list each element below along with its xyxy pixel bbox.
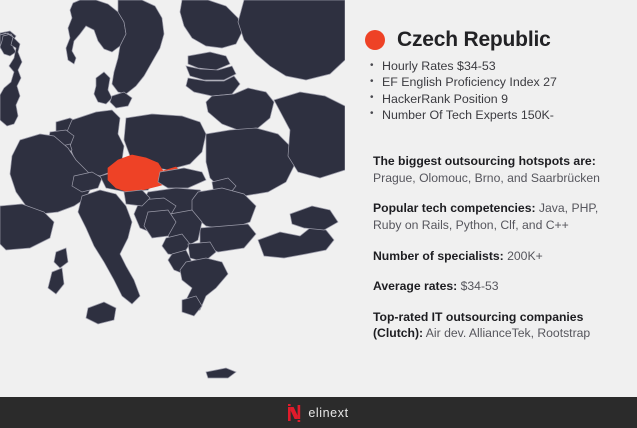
country-shape-russia [237, 0, 345, 81]
elinext-logo[interactable]: elinext [288, 403, 349, 422]
title-row: Czech Republic [365, 28, 551, 52]
country-shape-italy [77, 189, 141, 305]
country-shape-sicily [85, 301, 117, 325]
country-shape-sardinia [47, 267, 65, 295]
detail-number-of-specialists: Number of specialists: 200K+ [373, 248, 621, 265]
detail-value: $34-53 [457, 279, 499, 294]
elinext-logo-text: elinext [308, 405, 349, 420]
country-shape-finland [179, 0, 243, 49]
list-item: HackerRank Position 9 [368, 90, 636, 107]
country-shape-crete [205, 367, 237, 379]
country-shape-denmark [93, 71, 113, 105]
map-landmasses [0, 0, 345, 379]
list-item: Number Of Tech Experts 150K- [368, 106, 636, 123]
country-shape-turkey-east [289, 205, 339, 231]
country-shape-russia-south [273, 91, 345, 179]
detail-value: 200K+ [503, 248, 543, 263]
country-shape-north-macedonia [187, 241, 217, 263]
country-shape-switzerland [71, 171, 103, 193]
detail-average-rates: Average rates: $34-53 [373, 278, 621, 295]
country-shape-estonia [187, 51, 231, 71]
detail-top-rated-companies: Top-rated IT outsourcing companies (Clut… [373, 309, 621, 342]
detail-label: Number of specialists: [373, 248, 504, 263]
country-shape-lithuania [185, 75, 241, 97]
country-shape-france [9, 133, 93, 215]
country-shape-bosnia [143, 209, 177, 239]
country-shape-latvia [185, 65, 237, 81]
detail-value: Air dev. AllianceTek, Rootstrap [423, 326, 591, 341]
detail-label: Average rates: [373, 279, 458, 294]
detail-blocks: The biggest outsourcing hotspots are: Pr… [373, 141, 621, 356]
country-info-panel: Czech Republic Hourly Rates $34-53 EF En… [360, 0, 637, 397]
detail-label: Top-rated IT outsourcing companies (Clut… [373, 309, 584, 341]
europe-map-panel [0, 0, 345, 379]
list-item: EF English Proficiency Index 27 [368, 74, 636, 91]
detail-value: Java, PHP, Ruby on Rails, Python, Clf, a… [373, 201, 599, 232]
elinext-n-mark-icon [288, 403, 301, 422]
page-title: Czech Republic [397, 28, 551, 51]
detail-label: Popular tech competencies: [373, 201, 536, 216]
country-shape-slovakia [157, 167, 207, 189]
country-shape-slovenia [123, 189, 151, 207]
key-facts-list: Hourly Rates $34-53 EF English Proficien… [368, 57, 636, 123]
country-shape-uk [0, 32, 23, 127]
europe-map [0, 0, 345, 379]
country-shape-turkey [257, 227, 335, 259]
country-shape-greece-peloponnese [181, 295, 203, 317]
detail-tech-competencies: Popular tech competencies: Java, PHP, Ru… [373, 200, 621, 233]
country-shape-poland [123, 113, 207, 171]
list-item: Hourly Rates $34-53 [368, 57, 636, 74]
detail-outsourcing-hotspots: The biggest outsourcing hotspots are: Pr… [373, 153, 621, 186]
country-shape-denmark-islands [109, 91, 133, 109]
status-dot-icon [365, 30, 385, 50]
footer-bar: elinext [0, 397, 637, 428]
country-shape-corsica [53, 247, 69, 269]
detail-value: Prague, Olomouc, Brno, and Saarbrücken [373, 170, 600, 185]
country-shape-belarus [205, 87, 275, 131]
detail-label: The biggest outsourcing hotspots are: [373, 154, 596, 169]
country-shape-spain [0, 203, 55, 251]
